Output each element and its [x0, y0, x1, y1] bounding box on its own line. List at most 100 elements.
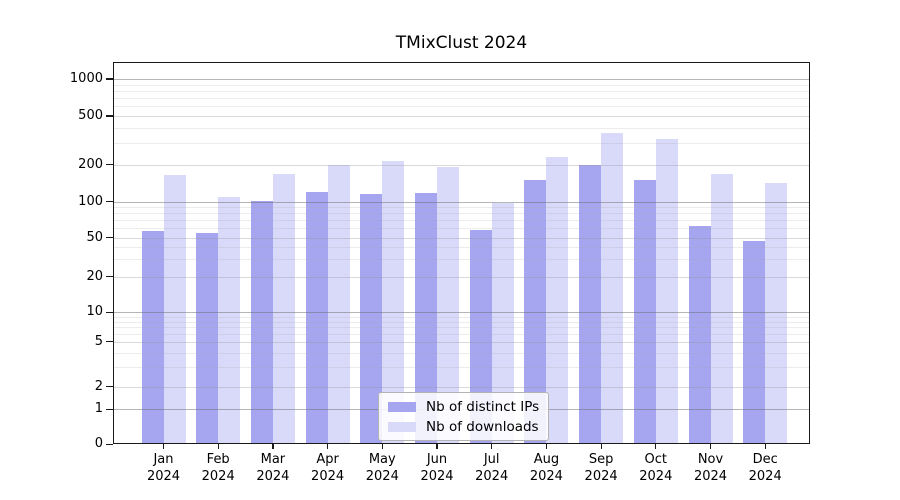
- x-tick-month: Jun: [426, 452, 448, 467]
- gridline-9: [113, 316, 810, 318]
- bar-distinct-ips-oct: [633, 179, 656, 444]
- gridline-7: [113, 327, 810, 329]
- gridline-900: [113, 84, 810, 86]
- x-tick-feb: [217, 444, 219, 449]
- legend: Nb of distinct IPs Nb of downloads: [378, 392, 550, 441]
- gridline-6: [113, 333, 810, 335]
- x-tick-sep: [600, 444, 602, 449]
- x-tick-label-mar: Mar 2024: [241, 451, 305, 485]
- y-tick-label-0: 0: [94, 436, 103, 452]
- x-tick-month: May: [368, 452, 396, 467]
- gridline-5: [113, 341, 810, 343]
- y-tick-1000: [105, 78, 113, 80]
- x-tick-jun: [436, 444, 438, 449]
- bar-distinct-ips-jul: [469, 229, 492, 444]
- y-tick-label-50: 50: [86, 229, 103, 245]
- gridline-200: [113, 164, 810, 166]
- gridline-70: [113, 220, 810, 222]
- gridline-3: [113, 366, 810, 368]
- gridline-400: [113, 127, 810, 129]
- x-tick-month: Jul: [483, 452, 500, 467]
- x-tick-oct: [655, 444, 657, 449]
- x-tick-aug: [545, 444, 548, 449]
- x-tick-year: 2024: [584, 469, 618, 484]
- bar-distinct-ips-jan: [141, 230, 164, 444]
- x-tick-month: Nov: [697, 452, 724, 467]
- y-tick-label-5: 5: [94, 333, 103, 349]
- gridline-20: [113, 276, 810, 278]
- x-tick-apr: [327, 444, 329, 449]
- gridline-700: [113, 98, 810, 99]
- x-tick-year: 2024: [256, 469, 290, 484]
- gridline-500: [113, 116, 810, 117]
- legend-row: Nb of downloads: [388, 418, 539, 435]
- x-tick-year: 2024: [693, 469, 728, 484]
- x-tick-month: Jan: [153, 452, 174, 467]
- x-tick-jul: [491, 444, 493, 449]
- gridline-8: [113, 321, 810, 323]
- bar-downloads-oct: [655, 139, 678, 444]
- bar-downloads-sep: [601, 133, 624, 444]
- bar-distinct-ips-jun: [415, 192, 437, 444]
- x-tick-nov: [709, 444, 712, 449]
- x-tick-year: 2024: [365, 469, 399, 484]
- gridline-10: [113, 312, 810, 314]
- x-tick-label-jan: Jan 2024: [132, 451, 196, 485]
- bar-downloads-mar: [272, 174, 295, 444]
- gridline-100: [113, 201, 810, 203]
- y-tick-label-500: 500: [78, 108, 103, 123]
- y-tick-label-200: 200: [78, 156, 103, 172]
- x-tick-year: 2024: [146, 469, 181, 484]
- y-tick-label-2: 2: [94, 378, 103, 394]
- x-tick-month: Apr: [316, 452, 339, 467]
- y-tick-10: [105, 311, 113, 313]
- x-tick-month: Feb: [206, 452, 230, 467]
- gridline-1000: [113, 79, 810, 80]
- y-tick-2: [105, 386, 113, 388]
- bar-distinct-ips-dec: [743, 240, 766, 444]
- legend-swatch-icon: [388, 401, 416, 412]
- chart-title: TMixClust 2024: [395, 33, 528, 53]
- x-tick-label-oct: Oct 2024: [624, 451, 688, 485]
- y-tick-0: [105, 443, 113, 445]
- x-tick-month: Mar: [260, 452, 286, 467]
- bar-downloads-nov: [710, 173, 733, 444]
- plot-area: 0 1 2 5 10 20 50 100 200 500 1000 Jan 2024 Feb 2024 Mar…: [70, 62, 810, 484]
- gridline-60: [113, 228, 810, 230]
- bar-distinct-ips-mar: [250, 201, 273, 444]
- x-tick-mar: [272, 444, 274, 449]
- x-tick-may: [381, 444, 383, 449]
- gridline-300: [113, 143, 810, 145]
- legend-label: Nb of downloads: [426, 418, 539, 435]
- bar-distinct-ips-sep: [579, 165, 602, 444]
- x-tick-month: Sep: [588, 452, 614, 467]
- bar-downloads-apr: [327, 165, 350, 444]
- x-tick-year: 2024: [475, 469, 509, 484]
- bar-downloads-jun: [437, 166, 459, 444]
- y-tick-100: [105, 201, 113, 203]
- x-tick-label-jun: Jun 2024: [405, 451, 469, 485]
- gridline-800: [113, 90, 810, 92]
- gridline-50: [113, 237, 810, 239]
- gridline-80: [113, 213, 810, 215]
- x-tick-label-nov: Nov 2024: [679, 451, 743, 485]
- x-tick-year: 2024: [420, 469, 454, 484]
- gridline-30: [113, 259, 810, 261]
- y-tick-200: [105, 164, 113, 166]
- y-tick-label-20: 20: [86, 268, 103, 284]
- bar-downloads-jan: [163, 174, 186, 444]
- bar-downloads-aug: [546, 156, 569, 444]
- y-tick-label-1000: 1000: [69, 71, 103, 86]
- bar-distinct-ips-apr: [305, 191, 328, 444]
- gridline-4: [113, 352, 810, 354]
- legend-swatch-icon: [388, 421, 416, 432]
- x-tick-label-feb: Feb 2024: [186, 451, 250, 485]
- legend-label: Nb of distinct IPs: [426, 398, 540, 415]
- y-tick-50: [105, 237, 113, 239]
- bar-distinct-ips-nov: [688, 226, 711, 444]
- bar-distinct-ips-may: [360, 194, 383, 444]
- x-tick-label-dec: Dec 2024: [733, 451, 797, 485]
- legend-row: Nb of distinct IPs: [388, 398, 539, 415]
- bar-downloads-dec: [765, 182, 788, 444]
